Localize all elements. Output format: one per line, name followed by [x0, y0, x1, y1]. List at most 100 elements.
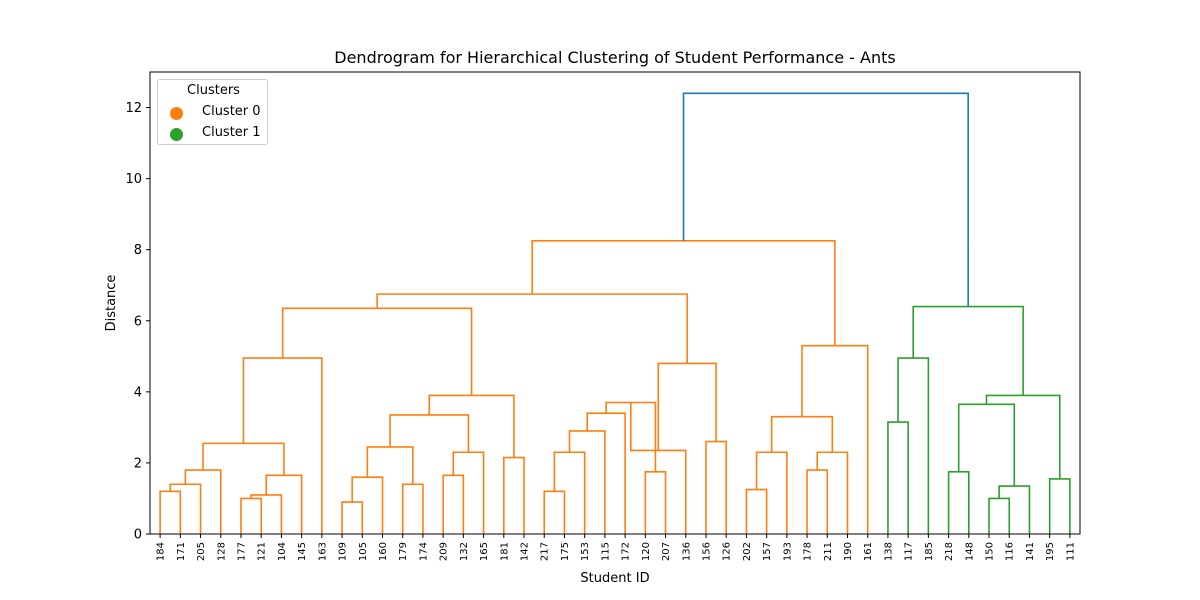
- y-tick-label: 2: [134, 456, 142, 471]
- x-tick-label-student-121: 121: [257, 542, 268, 561]
- dendrogram-link-16: [428, 394, 515, 458]
- dendrogram-link-30: [806, 469, 829, 534]
- x-tick-label-student-165: 165: [479, 542, 490, 561]
- dendrogram-link-36: [897, 357, 930, 534]
- dendrogram-link-15: [503, 456, 525, 534]
- dendrogram-link-18: [543, 490, 566, 534]
- dendrogram-link-11: [366, 446, 414, 485]
- x-tick-label-student-218: 218: [944, 542, 955, 561]
- y-tick-label: 12: [125, 101, 142, 116]
- dendrogram-link-9: [351, 476, 384, 534]
- dendrogram-link-43: [912, 305, 1024, 396]
- legend-marker-cluster-0: [170, 107, 183, 120]
- x-tick-label-student-185: 185: [924, 542, 935, 561]
- dendrogram-link-20: [568, 430, 606, 534]
- x-tick-label-student-128: 128: [216, 542, 227, 561]
- dendrogram-link-19: [553, 451, 586, 534]
- x-tick-label-student-105: 105: [358, 542, 369, 561]
- x-tick-label-student-148: 148: [964, 542, 975, 561]
- y-tick-label: 10: [125, 172, 142, 187]
- x-tick-label-student-163: 163: [317, 542, 328, 561]
- dendrogram-link-31: [816, 451, 849, 534]
- x-tick-label-student-157: 157: [762, 542, 773, 561]
- dendrogram-link-42: [985, 394, 1061, 479]
- dendrogram-link-13: [452, 451, 485, 534]
- dendrogram-link-7: [242, 357, 323, 534]
- y-tick-label: 0: [134, 528, 142, 543]
- dendrogram-link-5: [265, 474, 303, 534]
- dendrogram-link-8: [341, 501, 364, 534]
- legend-label-cluster-0: Cluster 0: [202, 104, 261, 119]
- legend-title: Clusters: [187, 83, 240, 98]
- dendrogram-link-28: [745, 488, 768, 534]
- dendrogram-link-34: [531, 240, 836, 346]
- plot-area-frame: [149, 71, 1081, 535]
- x-tick-label-student-205: 205: [196, 542, 207, 561]
- dendrogram-link-39: [998, 485, 1031, 534]
- x-tick-label-student-161: 161: [863, 542, 874, 561]
- dendrogram-link-0: [159, 490, 182, 534]
- x-tick-label-student-178: 178: [803, 542, 814, 561]
- dendrogram-link-17: [281, 307, 473, 396]
- dendrogram-link-44: [682, 92, 969, 307]
- x-tick-label-student-209: 209: [439, 542, 450, 561]
- dendrogram-link-12: [442, 474, 465, 534]
- x-tick-label-student-181: 181: [499, 542, 510, 561]
- dendrogram-link-2: [184, 469, 222, 534]
- x-tick-label-student-115: 115: [600, 542, 611, 561]
- y-axis-label: Distance: [104, 275, 119, 332]
- x-tick-label-student-190: 190: [843, 542, 854, 561]
- y-axis-ticks: 0 2 4 6 8 10 12: [125, 101, 150, 543]
- x-axis-label: Student ID: [580, 571, 649, 586]
- dendrogram-link-22: [644, 471, 667, 534]
- x-tick-label-student-172: 172: [621, 542, 632, 561]
- dendrogram-link-35: [887, 421, 909, 534]
- x-axis-ticks: 184 171 205 128 177 121 104 145 163 109 105 160 179 1…: [156, 534, 1076, 561]
- legend-label-cluster-1: Cluster 1: [202, 125, 261, 140]
- dendrogram-link-33: [801, 344, 869, 534]
- dendrogram-link-6: [202, 442, 285, 476]
- x-tick-label-student-109: 109: [338, 542, 349, 561]
- x-tick-label-student-177: 177: [236, 542, 247, 561]
- dendrogram-link-10: [401, 483, 424, 534]
- x-tick-label-student-184: 184: [156, 542, 167, 561]
- x-tick-label-student-116: 116: [1005, 542, 1016, 561]
- x-tick-label-student-179: 179: [398, 542, 409, 561]
- x-tick-label-student-120: 120: [641, 542, 652, 561]
- dendrogram-link-32: [770, 415, 834, 453]
- x-tick-label-student-202: 202: [742, 542, 753, 561]
- dendrogram-links: [159, 92, 1071, 534]
- x-tick-label-student-150: 150: [985, 542, 996, 561]
- dendrogram-link-29: [755, 451, 788, 534]
- dendrogram-link-38: [988, 497, 1011, 534]
- dendrogram-link-27: [376, 293, 688, 364]
- legend-marker-cluster-1: [170, 128, 183, 141]
- dendrogram-link-26: [657, 362, 717, 451]
- dendrogram-link-24: [629, 402, 687, 534]
- y-tick-label: 8: [134, 243, 142, 258]
- x-tick-label-student-195: 195: [1045, 542, 1056, 561]
- x-tick-label-student-156: 156: [701, 542, 712, 561]
- x-tick-label-student-207: 207: [661, 542, 672, 561]
- dendrogram-link-37: [947, 471, 970, 534]
- x-tick-label-student-171: 171: [176, 542, 187, 561]
- x-tick-label-student-211: 211: [823, 542, 834, 561]
- x-tick-label-student-174: 174: [418, 542, 429, 561]
- chart-title: Dendrogram for Hierarchical Clustering o…: [334, 48, 895, 67]
- x-tick-label-student-160: 160: [378, 542, 389, 561]
- dendrogram-link-25: [705, 440, 727, 534]
- y-tick-label: 6: [134, 314, 142, 329]
- dendrogram-link-41: [1048, 478, 1071, 534]
- y-tick-label: 4: [134, 385, 142, 400]
- x-tick-label-student-138: 138: [883, 542, 894, 561]
- x-tick-label-student-111: 111: [1065, 542, 1076, 561]
- x-tick-label-student-136: 136: [681, 542, 692, 561]
- legend: Clusters Cluster 0 Cluster 1: [157, 79, 268, 145]
- dendrogram-link-4: [250, 494, 283, 534]
- dendrogram-link-3: [240, 497, 262, 534]
- x-tick-label-student-217: 217: [540, 542, 551, 561]
- x-tick-label-student-145: 145: [297, 542, 308, 561]
- x-tick-label-student-126: 126: [722, 542, 733, 561]
- dendrogram-link-40: [957, 403, 1016, 487]
